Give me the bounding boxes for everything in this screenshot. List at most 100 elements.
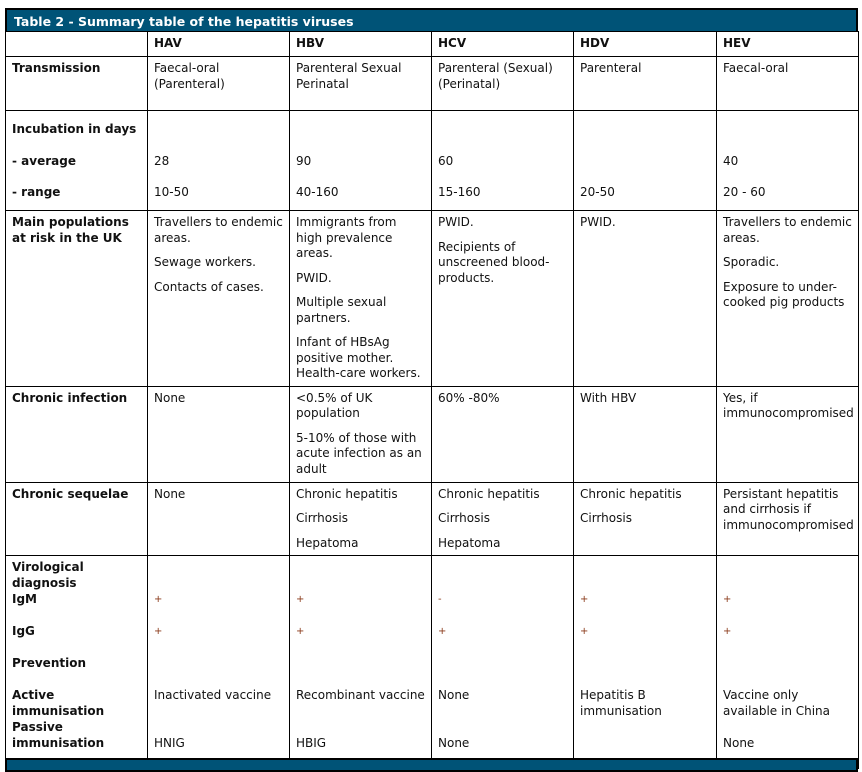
column-header: HCV bbox=[431, 31, 574, 57]
table-cell: Parenteral (Sexual) (Perinatal) bbox=[431, 56, 574, 111]
table-cell: Faecal-oral (Parenteral) bbox=[147, 56, 290, 111]
table-cell: 60% -80% bbox=[431, 385, 574, 483]
cell-text: 20 - 60 bbox=[723, 185, 766, 199]
cell-text: Cirrhosis bbox=[580, 511, 632, 525]
table-cell: 60 15-160 bbox=[431, 110, 574, 211]
cell-text: 40-160 bbox=[296, 185, 339, 199]
cell-text: Parenteral (Sexual) bbox=[438, 61, 553, 75]
cell-text: None bbox=[723, 736, 755, 750]
table-cell: + + Vaccine only available in China None bbox=[716, 555, 859, 769]
table-cell: Chronic hepatitis Cirrhosis Hepatoma bbox=[289, 481, 432, 556]
cell-text: Travellers to endemic areas. bbox=[154, 215, 283, 245]
cell-text: 60% -80% bbox=[438, 390, 500, 405]
cell-text: + bbox=[438, 626, 447, 637]
cell-text: <0.5% of UK population bbox=[296, 390, 373, 421]
cell-text: Inactivated vaccine bbox=[154, 688, 272, 702]
cell-text: Incubation in days bbox=[12, 122, 137, 136]
cell-text: 10-50 bbox=[154, 185, 189, 199]
column-header: HEV bbox=[716, 31, 859, 57]
table-cell: Chronic hepatitis Cirrhosis bbox=[573, 481, 717, 556]
table-cell: + + Hepatitis B immunisation bbox=[573, 555, 717, 769]
cell-text: Chronic hepatitis bbox=[438, 486, 540, 501]
table-cell: Immigrants from high prevalence areas. PW… bbox=[289, 210, 432, 387]
table-cell: Main populations at risk in the UK bbox=[5, 210, 148, 387]
table-cell: PWID. bbox=[573, 210, 717, 387]
column-header: HAV bbox=[147, 31, 290, 57]
table-cell: 90 40-160 bbox=[289, 110, 432, 211]
cell-text: Immigrants from high prevalence areas. bbox=[296, 215, 397, 260]
cell-text: HCV bbox=[438, 36, 467, 50]
cell-text: Prevention bbox=[12, 656, 86, 670]
cell-text bbox=[580, 154, 710, 169]
cell-text: 20-50 bbox=[580, 184, 615, 199]
table-cell: Chronic sequelae bbox=[5, 481, 148, 556]
cell-text: Exposure to under-cooked pig products bbox=[723, 279, 845, 310]
cell-text: Cirrhosis bbox=[438, 511, 490, 525]
column-header: HBV bbox=[289, 31, 432, 57]
cell-text: HBIG bbox=[296, 736, 327, 750]
cell-text: Hepatoma bbox=[296, 535, 359, 550]
cell-text: Travellers to endemic areas. bbox=[723, 215, 852, 245]
cell-text: Recipients of unscreened blood-products. bbox=[438, 239, 550, 285]
cell-text: HBV bbox=[296, 36, 324, 50]
cell-text: Active immunisation bbox=[12, 688, 105, 718]
cell-text: IgM bbox=[12, 592, 37, 606]
cell-text: Sporadic. bbox=[723, 255, 780, 269]
table-row-chronic-sequelae: Chronic sequelae None Chronic hepatitis Cir… bbox=[5, 481, 859, 556]
cell-text: Virological diagnosis bbox=[12, 560, 84, 590]
table-cell: With HBV bbox=[573, 385, 717, 483]
table-cell: <0.5% of UK population 5-10% of those wit… bbox=[289, 385, 432, 483]
cell-text: Cirrhosis bbox=[296, 511, 348, 525]
cell-text: 90 bbox=[296, 153, 312, 168]
cell-text: Passive immunisation bbox=[12, 720, 105, 750]
cell-text: Chronic sequelae bbox=[12, 486, 129, 501]
cell-text: Parenteral Sexual bbox=[296, 61, 402, 75]
table-row-populations: Main populations at risk in the UK Travel… bbox=[5, 210, 859, 387]
cell-text: None bbox=[154, 486, 186, 501]
cell-text: + bbox=[723, 594, 732, 605]
column-header: HDV bbox=[573, 31, 717, 57]
table-cell: Travellers to endemic areas. Sporadic. Exp… bbox=[716, 210, 859, 387]
cell-text: PWID. bbox=[438, 215, 474, 229]
cell-text: Multiple sexual partners. bbox=[296, 295, 387, 325]
table-cell: - + None None bbox=[431, 555, 574, 769]
cell-text: PWID. bbox=[296, 270, 332, 285]
cell-text: Faecal-oral bbox=[154, 61, 220, 75]
cell-text: - range bbox=[12, 185, 61, 199]
table-cell: Faecal-oral bbox=[716, 56, 859, 111]
cell-text: Recombinant vaccine bbox=[296, 688, 425, 702]
table-cell: None bbox=[147, 385, 290, 483]
cell-text: 60 bbox=[438, 153, 454, 168]
cell-text: None bbox=[438, 736, 470, 750]
table-cell: Yes, if immunocompromised bbox=[716, 385, 859, 483]
cell-text: Vaccine only available in China bbox=[723, 688, 831, 718]
table-cell: PWID. Recipients of unscreened blood-prod… bbox=[431, 210, 574, 387]
cell-text: None bbox=[438, 688, 470, 702]
table-cell: None bbox=[147, 481, 290, 556]
table-row-virology-prevention: Virological diagnosis IgM IgG Prevention Act… bbox=[5, 555, 859, 769]
table-cell: 20-50 bbox=[573, 110, 717, 211]
table-cell: Parenteral bbox=[573, 56, 717, 111]
cell-text: Perinatal bbox=[296, 76, 349, 91]
cell-text: HDV bbox=[580, 36, 610, 50]
table-title: Table 2 - Summary table of the hepatitis… bbox=[5, 8, 858, 31]
cell-text: HEV bbox=[723, 36, 751, 50]
hepatitis-table: HAV HBV HCV HDV HEV Transmission Faecal-oral(… bbox=[5, 31, 859, 769]
cell-text: Chronic hepatitis bbox=[296, 486, 398, 501]
header-row: HAV HBV HCV HDV HEV bbox=[5, 31, 859, 57]
cell-text: + bbox=[154, 626, 163, 637]
table-cell: Virological diagnosis IgM IgG Prevention Act… bbox=[5, 555, 148, 769]
cell-text: 15-160 bbox=[438, 185, 481, 199]
cell-text: - average bbox=[12, 153, 76, 168]
summary-table-container: Table 2 - Summary table of the hepatitis… bbox=[5, 8, 859, 769]
cell-text: Transmission bbox=[12, 61, 101, 75]
table-row-transmission: Transmission Faecal-oral (Parenteral) Paren… bbox=[5, 56, 859, 111]
table-cell: Chronic hepatitis Cirrhosis Hepatoma bbox=[431, 481, 574, 556]
column-header bbox=[5, 31, 148, 57]
cell-text: HAV bbox=[154, 36, 182, 50]
table-cell: Travellers to endemic areas. Sewage worke… bbox=[147, 210, 290, 387]
cell-text: Persistant hepatitis and cirrhosis if im… bbox=[723, 486, 854, 532]
cell-text: Main populations at risk in the UK bbox=[12, 215, 129, 245]
cell-text: Faecal-oral bbox=[723, 61, 789, 75]
next-table-header-bar bbox=[5, 758, 858, 772]
